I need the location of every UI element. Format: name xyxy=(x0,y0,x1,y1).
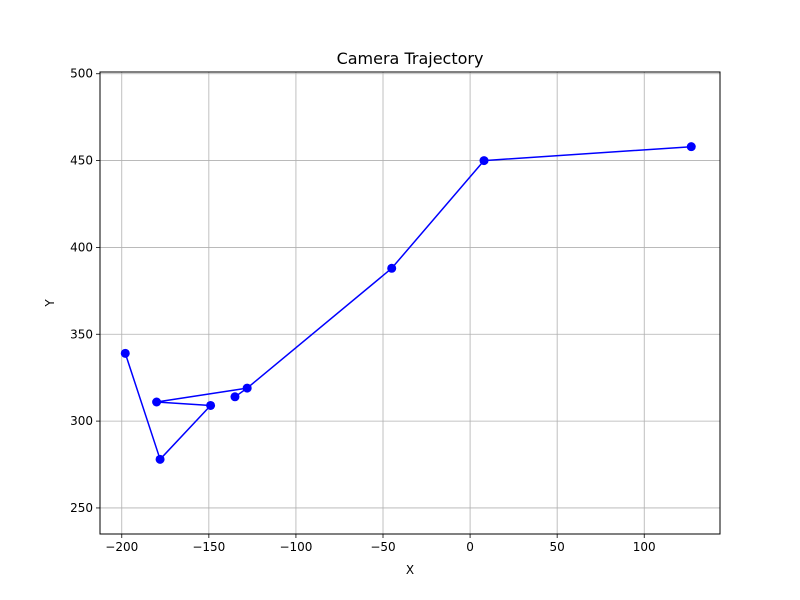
x-axis-label: X xyxy=(406,563,414,577)
trajectory-point xyxy=(479,156,489,166)
x-tick-label: 0 xyxy=(466,540,474,554)
y-tick-label: 300 xyxy=(70,414,93,428)
y-tick-label: 500 xyxy=(70,67,93,81)
trajectory-point xyxy=(230,392,240,402)
trajectory-point xyxy=(686,142,696,152)
trajectory-point xyxy=(206,400,216,410)
plot-frame xyxy=(99,71,721,535)
x-tick-label: −150 xyxy=(192,540,225,554)
trajectory-line xyxy=(246,145,692,389)
trajectory-point xyxy=(155,454,165,464)
y-tick-label: 250 xyxy=(70,501,93,515)
series-layer xyxy=(120,142,696,464)
y-tick-label: 450 xyxy=(70,154,93,168)
trajectory-point xyxy=(242,383,252,393)
y-axis: 250 300 350 400 450 500 xyxy=(70,67,100,515)
x-axis: −200 −150 −100 −50 0 50 100 xyxy=(105,534,656,554)
chart-title: Camera Trajectory xyxy=(337,49,484,68)
x-tick-label: −100 xyxy=(279,540,312,554)
trajectory-point xyxy=(152,397,162,407)
y-axis-label: Y xyxy=(43,299,57,308)
trajectory-point xyxy=(387,263,397,273)
grid xyxy=(100,72,720,534)
x-tick-label: 50 xyxy=(550,540,565,554)
x-tick-label: 100 xyxy=(633,540,656,554)
y-tick-label: 350 xyxy=(70,327,93,341)
trajectory-point xyxy=(120,348,130,358)
x-tick-label: −200 xyxy=(105,540,138,554)
x-tick-label: −50 xyxy=(370,540,395,554)
y-tick-label: 400 xyxy=(70,240,93,254)
